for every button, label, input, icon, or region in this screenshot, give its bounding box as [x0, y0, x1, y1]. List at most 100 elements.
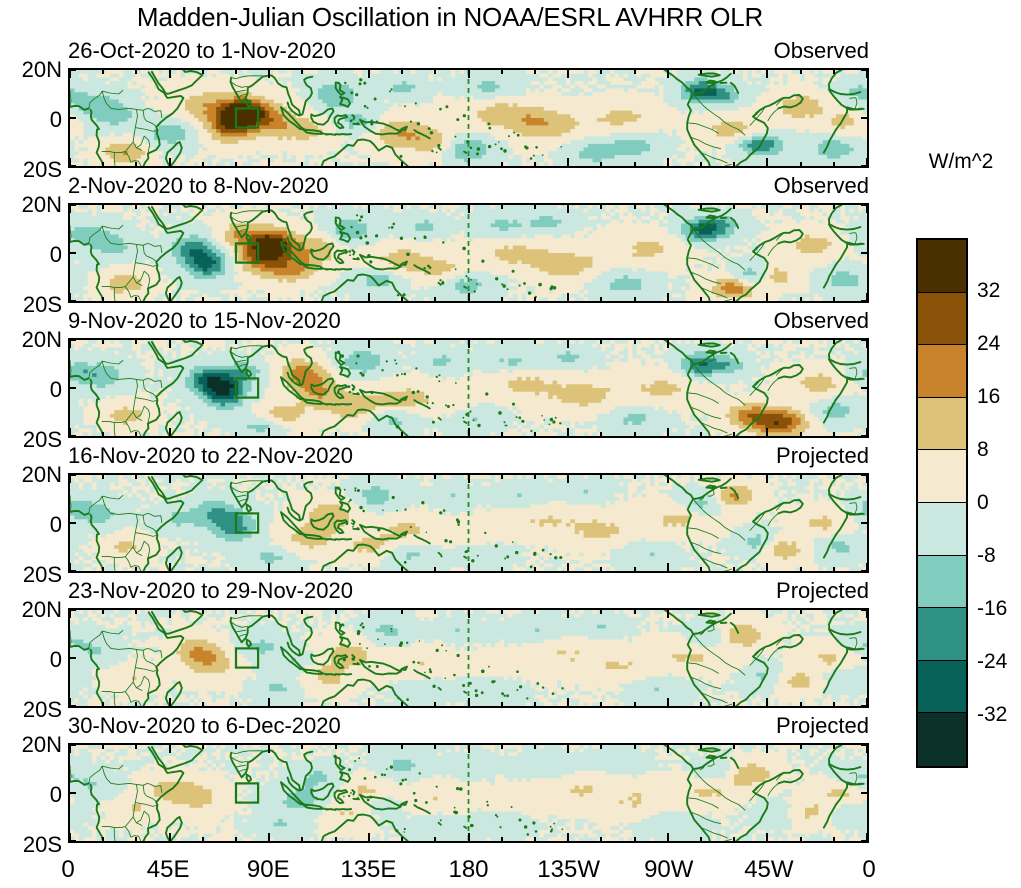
y-axis-tick [861, 744, 869, 746]
x-axis-tick-major [69, 610, 71, 618]
x-axis-tick-major [69, 745, 71, 753]
x-axis-tick-minor [135, 205, 138, 209]
x-axis-tick-minor [201, 205, 204, 209]
colorbar-band [918, 345, 966, 398]
x-axis-tick-major [69, 833, 71, 841]
x-axis-tick-minor [533, 162, 536, 166]
x-tick-label: 135E [340, 856, 397, 883]
x-axis-tick-major [168, 293, 171, 301]
x-axis-tick-major [567, 340, 570, 348]
x-axis-tick-minor [533, 70, 536, 74]
x-axis-tick-minor [500, 432, 503, 436]
x-axis-tick-minor [102, 205, 105, 209]
x-axis-tick-minor [334, 297, 337, 301]
y-axis-tick [68, 300, 76, 302]
x-axis-tick-minor [301, 297, 304, 301]
x-axis-tick-minor [235, 567, 238, 571]
x-axis-tick-minor [135, 702, 138, 706]
colorbar-tick-label: -16 [977, 597, 1008, 620]
y-axis-labels: 20N 0 20S [0, 192, 62, 317]
x-axis-tick-minor [401, 432, 404, 436]
y-tick-label-20s: 20S [22, 562, 62, 587]
x-axis-tick-major [866, 833, 868, 841]
x-axis-tick-minor [799, 745, 802, 749]
x-axis-tick-minor [102, 610, 105, 614]
x-axis-tick-minor [201, 837, 204, 841]
x-axis-tick-minor [733, 475, 736, 479]
x-axis-tick-minor [832, 162, 835, 166]
y-axis-labels: 20N 0 20S [0, 57, 62, 182]
x-axis-tick-minor [102, 837, 105, 841]
x-axis-tick-minor [500, 837, 503, 841]
x-axis-tick-minor [600, 297, 603, 301]
island-dots [339, 622, 564, 701]
x-axis-tick-minor [301, 475, 304, 479]
x-axis-tick-major [766, 563, 769, 571]
x-axis-tick-major [69, 158, 71, 166]
x-axis-tick-minor [201, 340, 204, 344]
panel-date-range: 2-Nov-2020 to 8-Nov-2020 [68, 173, 329, 198]
x-axis-tick-minor [235, 340, 238, 344]
x-axis-tick-major [766, 340, 769, 348]
x-axis-tick-minor [401, 205, 404, 209]
y-axis-tick [68, 69, 76, 71]
x-axis-tick-major [367, 698, 370, 706]
x-axis-tick-minor [733, 340, 736, 344]
x-axis-tick-minor [102, 162, 105, 166]
x-axis-tick-minor [733, 297, 736, 301]
coastlines [70, 610, 865, 706]
y-tick-label-20s: 20S [22, 697, 62, 722]
x-axis-tick-minor [733, 162, 736, 166]
y-axis-tick [861, 705, 869, 707]
index-region-box [234, 647, 260, 669]
olr-anomaly-map [68, 743, 869, 843]
x-axis-tick-minor [832, 837, 835, 841]
x-axis-tick-major [69, 70, 71, 78]
x-axis-tick-major [567, 475, 570, 483]
x-axis-tick-major [467, 428, 470, 436]
x-axis-tick-minor [600, 475, 603, 479]
y-axis-tick [68, 657, 76, 659]
x-axis-tick-minor [500, 610, 503, 614]
x-axis-tick-major [69, 205, 71, 213]
page-title: Madden-Julian Oscillation in NOAA/ESRL A… [136, 2, 764, 32]
colorbar-tick-label: 0 [977, 491, 989, 514]
x-axis-tick-major [268, 340, 271, 348]
y-axis-tick [68, 252, 76, 254]
x-axis-tick-major [866, 70, 868, 78]
x-axis-tick-minor [799, 205, 802, 209]
y-tick-label-0: 0 [49, 377, 62, 402]
x-axis-tick-minor [699, 432, 702, 436]
x-axis-tick-minor [135, 475, 138, 479]
y-axis-tick [861, 69, 869, 71]
x-axis-tick-major [666, 158, 669, 166]
x-axis-tick-minor [135, 340, 138, 344]
x-axis-tick-minor [434, 745, 437, 749]
y-axis-tick [68, 474, 76, 476]
x-axis-tick-minor [301, 837, 304, 841]
x-axis-tick-minor [500, 162, 503, 166]
y-tick-label-20n: 20N [21, 192, 62, 217]
colorbar-band [918, 555, 966, 609]
x-axis-tick-major [69, 428, 71, 436]
y-axis-tick [861, 657, 869, 659]
x-axis-tick-minor [401, 297, 404, 301]
x-axis-tick-minor [799, 340, 802, 344]
y-axis-tick [861, 165, 869, 167]
x-axis-tick-major [268, 428, 271, 436]
x-axis-tick-major [168, 205, 171, 213]
x-axis-tick-major [666, 428, 669, 436]
x-axis-tick-minor [699, 702, 702, 706]
olr-anomaly-map [68, 338, 869, 438]
island-dots [336, 486, 563, 569]
colorbar-band [918, 713, 966, 766]
x-axis-tick-minor [135, 162, 138, 166]
x-axis-tick-minor [334, 162, 337, 166]
colorbar-tick-label: 24 [977, 332, 1001, 355]
x-axis-tick-minor [699, 297, 702, 301]
x-axis-tick-major [866, 475, 868, 483]
x-axis-tick-minor [301, 70, 304, 74]
x-axis-tick-minor [733, 567, 736, 571]
panel-header: 23-Nov-2020 to 29-Nov-2020 Projected [68, 578, 869, 604]
y-axis-tick [68, 609, 76, 611]
